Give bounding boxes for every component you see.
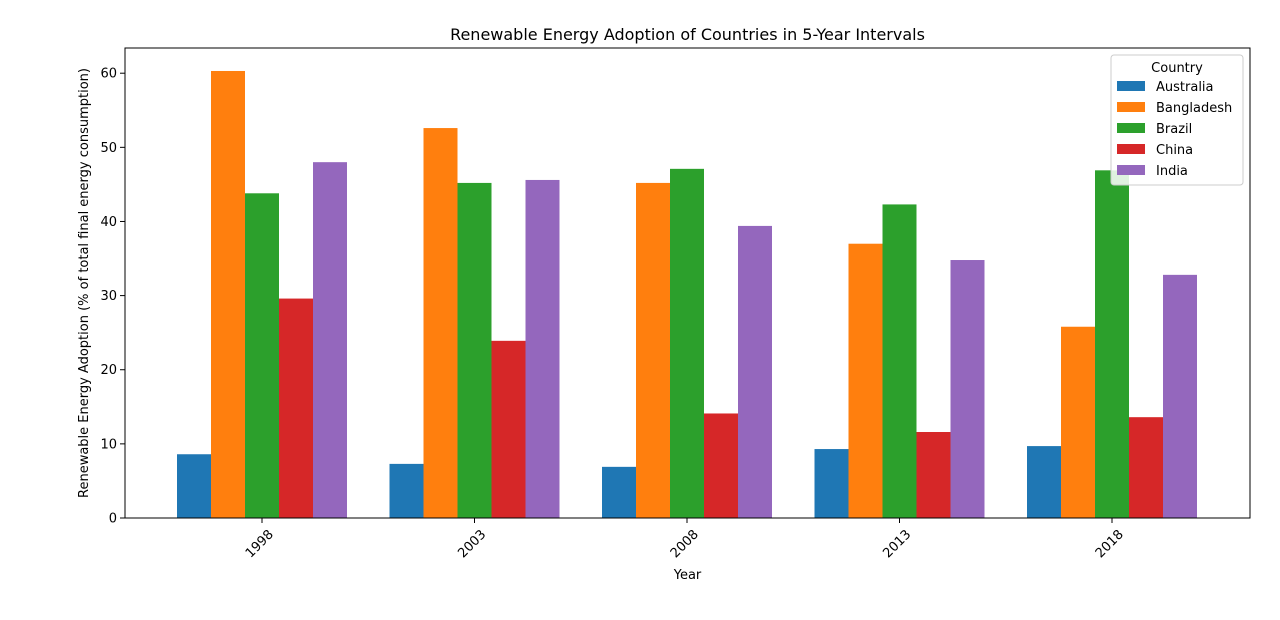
bar-china-2003 (491, 340, 526, 518)
y-tick-label: 40 (100, 215, 117, 230)
bar-bangladesh-2018 (1061, 326, 1095, 518)
bar-australia-2008 (602, 466, 636, 518)
legend-label-china: China (1156, 143, 1193, 158)
x-tick-label: 2018 (1093, 527, 1127, 561)
y-tick-label: 60 (100, 67, 117, 82)
y-axis-label: Renewable Energy Adoption (% of total fi… (77, 68, 92, 498)
chart-title: Renewable Energy Adoption of Countries i… (450, 25, 925, 44)
legend: Country Australia Bangladesh Brazil China In… (1110, 54, 1244, 186)
legend-label-bangladesh: Bangladesh (1156, 101, 1232, 116)
bar-brazil-2018 (1095, 170, 1129, 519)
x-tick-label: 2013 (880, 527, 914, 561)
bar-bangladesh-2003 (423, 128, 458, 518)
bar-china-2013 (916, 432, 951, 518)
bar-india-2008 (738, 225, 772, 519)
legend-title: Country (1151, 61, 1203, 76)
bar-india-2018 (1163, 274, 1197, 518)
legend-label-brazil: Brazil (1156, 122, 1192, 137)
legend-swatch-india (1117, 165, 1145, 175)
bar-china-2018 (1129, 417, 1163, 518)
y-tick-label: 20 (100, 363, 117, 378)
bar-bangladesh-2013 (848, 243, 883, 518)
legend-swatch-australia (1117, 81, 1145, 91)
bar-india-2013 (950, 260, 985, 518)
bar-brazil-2013 (882, 204, 917, 518)
x-axis-label: Year (673, 568, 702, 583)
bar-china-1998 (279, 298, 313, 518)
bar-brazil-2008 (670, 168, 704, 518)
x-tick-label: 2008 (668, 527, 702, 561)
bar-bangladesh-2008 (636, 182, 670, 518)
bar-brazil-1998 (245, 193, 279, 518)
legend-label-india: India (1156, 164, 1188, 179)
bar-india-2003 (525, 179, 560, 518)
bar-australia-2018 (1027, 446, 1061, 518)
y-tick-label: 50 (100, 141, 117, 156)
legend-swatch-bangladesh (1117, 102, 1145, 112)
bar-india-1998 (313, 162, 347, 518)
bar-australia-2003 (389, 463, 424, 518)
legend-swatch-china (1117, 144, 1145, 154)
x-tick-label: 1998 (243, 527, 277, 561)
bar-china-2008 (704, 413, 738, 518)
legend-swatch-brazil (1117, 123, 1145, 133)
legend-items: Australia Bangladesh Brazil China India (1117, 80, 1232, 179)
x-axis: 1998 2003 2008 2013 2018 (243, 518, 1127, 561)
bars-layer (177, 70, 1197, 519)
bar-australia-1998 (177, 454, 211, 518)
y-axis: 0 10 20 30 40 50 60 (100, 67, 125, 527)
legend-label-australia: Australia (1156, 80, 1214, 95)
y-tick-label: 10 (100, 437, 117, 452)
x-tick-label: 2003 (455, 527, 489, 561)
y-tick-label: 0 (109, 512, 117, 527)
y-tick-label: 30 (100, 289, 117, 304)
bar-brazil-2003 (457, 182, 492, 518)
bar-australia-2013 (814, 449, 849, 518)
bar-bangladesh-1998 (211, 70, 245, 518)
